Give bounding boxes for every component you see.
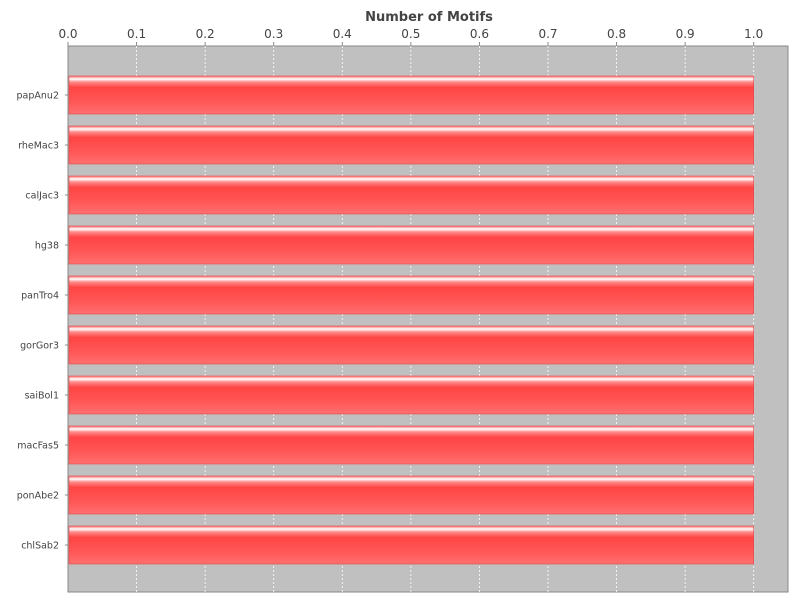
category-label-chlSab2: chlSab2 <box>21 541 59 552</box>
category-label-panTro4: panTro4 <box>21 291 59 302</box>
bar-saiBol1 <box>68 375 755 415</box>
bar-rheMac3 <box>68 125 755 165</box>
category-label-rheMac3: rheMac3 <box>18 141 59 152</box>
x-tick-label: 0.5 <box>401 27 420 41</box>
bar-gorGor3 <box>68 325 755 365</box>
bar-chlSab2 <box>68 525 755 565</box>
x-tick-label: 0.3 <box>264 27 283 41</box>
category-label-calJac3: calJac3 <box>25 191 59 202</box>
x-tick-label: 0.9 <box>676 27 695 41</box>
category-label-saiBol1: saiBol1 <box>25 391 59 402</box>
x-tick-label: 0.8 <box>607 27 626 41</box>
x-tick-label: 1.0 <box>744 27 763 41</box>
category-label-macFas5: macFas5 <box>17 441 59 452</box>
x-tick-label: 0.2 <box>196 27 215 41</box>
category-label-gorGor3: gorGor3 <box>20 341 59 352</box>
bar-macFas5 <box>68 425 755 465</box>
bar-papAnu2 <box>68 75 755 115</box>
category-label-papAnu2: papAnu2 <box>17 91 59 102</box>
x-tick-label: 0.0 <box>58 27 77 41</box>
bar-panTro4 <box>68 275 755 315</box>
x-axis-title: Number of Motifs <box>365 10 493 25</box>
bar-hg38 <box>68 225 755 265</box>
x-tick-label: 0.1 <box>127 27 146 41</box>
x-tick-label: 0.6 <box>470 27 489 41</box>
bar-ponAbe2 <box>68 475 755 515</box>
x-tick-label: 0.7 <box>538 27 557 41</box>
bar-calJac3 <box>68 175 755 215</box>
x-tick-label: 0.4 <box>333 27 352 41</box>
category-label-ponAbe2: ponAbe2 <box>17 491 59 502</box>
category-label-hg38: hg38 <box>35 241 59 252</box>
